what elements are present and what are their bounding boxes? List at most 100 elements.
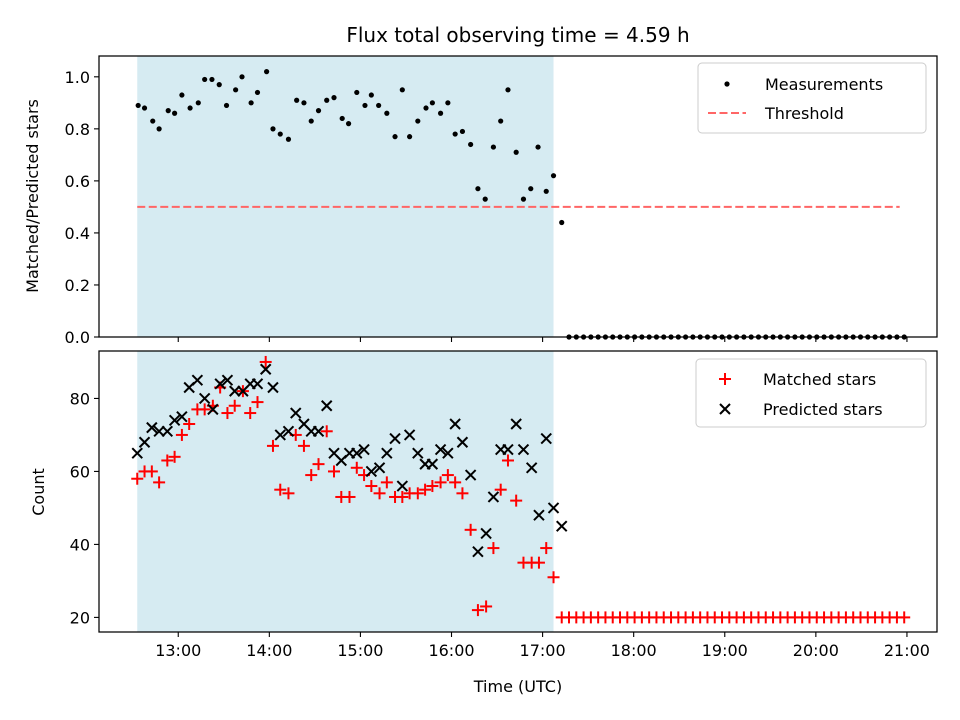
matched-stars-point [168,450,181,463]
predicted-stars-point [259,363,272,375]
predicted-stars-point [442,447,454,459]
legend-marker-matched [719,373,731,385]
x-tick-label: 21:00 [884,641,930,660]
predicted-stars-point [487,491,500,503]
matched-stars-point [350,461,363,474]
measurement-point [452,131,458,137]
matched-stars-point [510,494,523,507]
measurement-point [187,105,193,111]
measurement-point [233,87,239,93]
predicted-stars-point [434,443,447,456]
bottom-legend-box [695,358,927,428]
matched-stars-point [456,487,469,500]
predicted-stars-point [146,421,158,434]
measurement-point [216,82,222,88]
x-tick-label: 14:00 [246,641,292,660]
predicted-stars-point [556,520,568,532]
predicted-stars-point [472,546,484,558]
measurement-point [550,173,557,179]
matched-stars-point [434,476,447,489]
measurement-point [445,100,451,106]
measurement-point [535,144,541,150]
measurement-point [172,110,178,116]
predicted-stars-point [365,465,378,478]
measurement-point [528,186,534,192]
matched-stars-point [540,542,553,555]
measurement-point [141,105,148,111]
measurement-point [248,100,254,106]
measurement-point [437,110,444,116]
matched-stars-point [419,483,432,496]
matched-stars-point [441,469,454,482]
measurement-point [407,134,413,140]
predicted-stars-point [198,392,211,405]
matched-stars-point [411,487,424,500]
measurement-point [264,69,270,75]
matched-stars-point [183,417,196,430]
measurement-point [520,196,527,202]
x-tick-label: 15:00 [337,641,383,660]
matched-stars-point [471,604,484,617]
measurement-point [399,87,405,93]
x-tick-label: 18:00 [611,641,657,660]
measurement-point [498,118,504,124]
top-axes: 0.0 0.2 0.4 0.6 0.8 1.0 [65,68,908,347]
measurement-point [415,118,421,124]
measurement-point [209,76,215,83]
matched-stars-point [198,403,211,416]
bot-ytick-label: 60 [70,462,90,481]
bottom-observing-window [137,351,554,632]
chart-title: Flux total observing time = 4.59 h [346,23,689,47]
measurement-point [468,141,474,148]
matched-stars-point [426,480,439,493]
predicted-stars-point [480,527,492,540]
matched-stars-point [266,439,279,452]
predicted-stars-point [282,425,295,437]
x-tick-label: 20:00 [793,641,839,660]
bottom-plot-frame [98,350,938,633]
matched-stars-point [221,407,234,420]
matched-stars-point [228,399,241,412]
measurement-point [392,134,398,140]
predicted-stars-point [312,425,325,437]
predicted-stars-point [153,425,165,437]
predicted-stars-point [533,509,545,521]
matched-stars-point [487,542,500,555]
top-ytick-label: 1.0 [65,68,90,87]
predicted-stars-point [517,443,530,456]
predicted-stars-point [251,378,264,390]
legend-label-threshold: Threshold [764,104,844,123]
measurement-point [505,87,511,93]
x-tick-label: 19:00 [702,641,748,660]
top-legend-box [697,62,927,134]
legend-label-measurements: Measurements [765,75,883,94]
top-ytick-label: 0.4 [65,224,90,243]
measurement-point [150,118,156,124]
predicted-stars-point [381,447,393,459]
measurement-point [239,74,245,80]
matched-stars-point [343,490,356,503]
bottom-panel: 20 40 60 80 13:00 14:00 15:00 16:00 17:00 18:00 19… [29,350,938,696]
top-ytick-label: 0.0 [65,328,90,347]
measurement-point [368,92,374,98]
measurement-point [324,97,330,103]
measurement-point [277,131,283,137]
measurement-point [543,188,549,194]
x-axis-label: Time (UTC) [473,677,562,696]
top-ytick-label: 0.2 [65,276,90,295]
measurement-point [376,102,382,109]
predicted-stars-point [274,429,286,441]
matched-stars-point [312,458,325,471]
measurement-point [202,76,208,83]
predicted-stars-point [510,418,522,430]
matched-stars-point [145,465,158,478]
matched-stars-point [449,476,462,489]
x-tick-label: 16:00 [428,641,474,660]
matched-stars-point [396,490,409,503]
matched-stars-point [380,476,393,489]
predicted-stars-point [191,374,204,386]
bot-ytick-label: 80 [70,389,90,408]
measurement-point [559,219,565,226]
matched-stars-point [244,407,257,420]
